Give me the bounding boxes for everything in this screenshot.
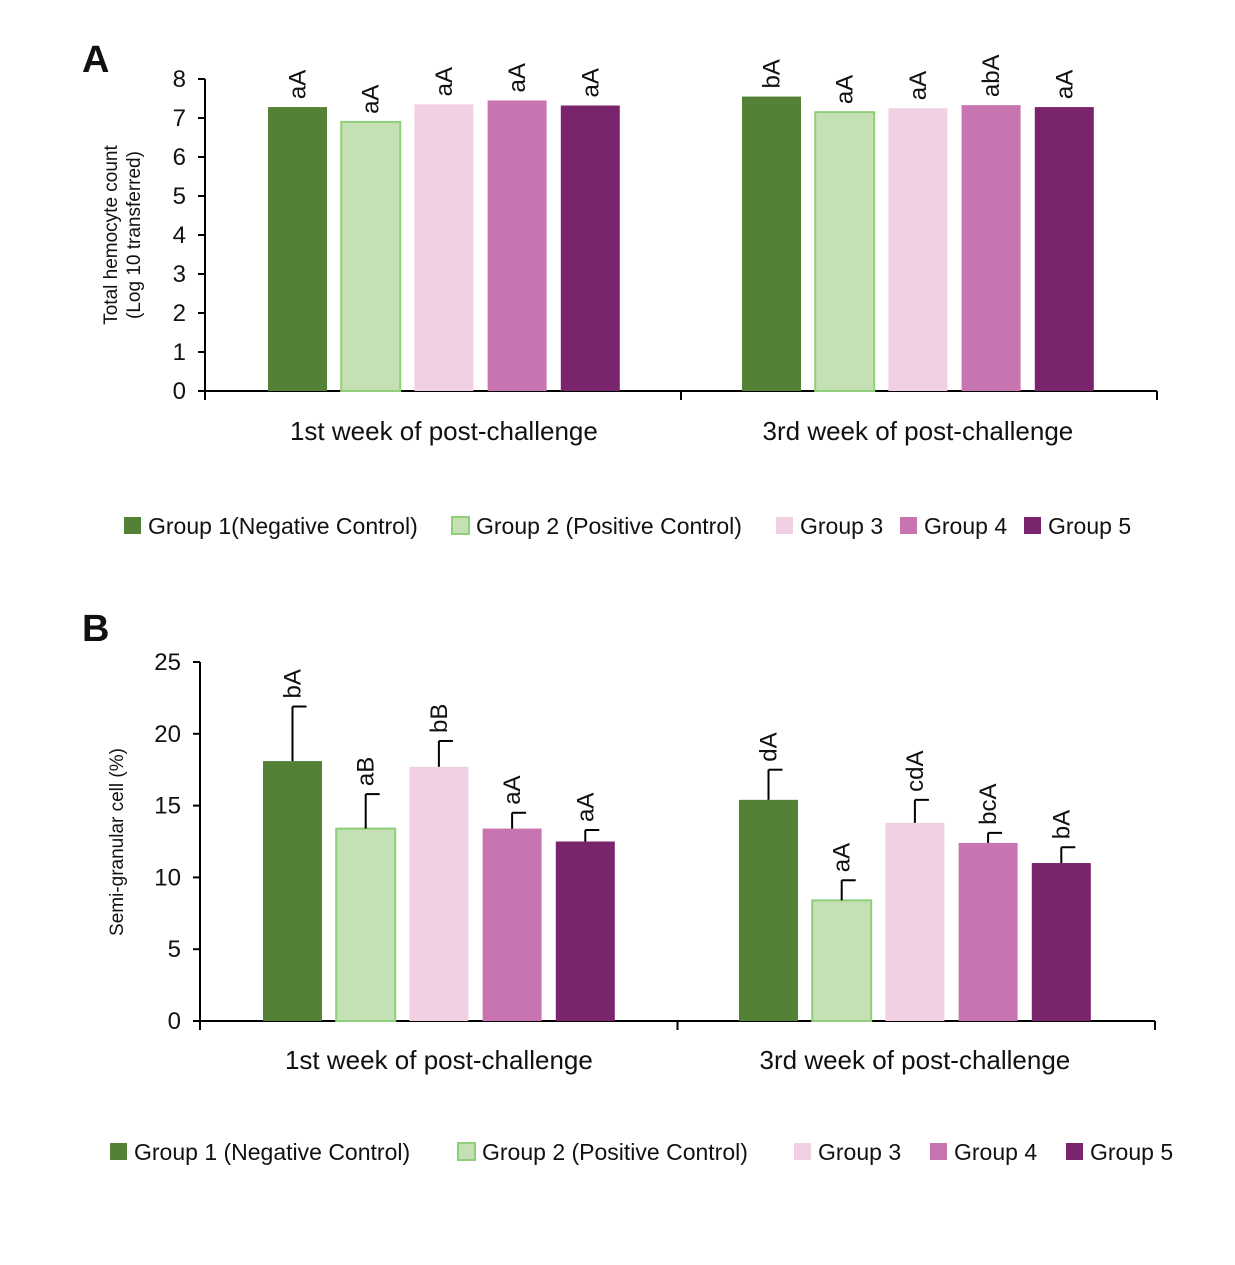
pa-bar-g5-c2 xyxy=(1034,107,1094,391)
pa-bar-g3-c1 xyxy=(414,104,474,391)
pa-legend-swatch-5 xyxy=(1024,517,1041,534)
pa-y-tick-label: 8 xyxy=(173,66,186,93)
pb-bar-g3-c1 xyxy=(409,766,469,1021)
pb-y-tick-label: 10 xyxy=(154,864,181,891)
panel-letter-b: B xyxy=(82,608,109,650)
pa-legend-label-1: Group 1(Negative Control) xyxy=(148,513,418,539)
pa-sig-label-g4-c1: aA xyxy=(504,63,531,92)
chart-panel-b: 0 5 10 15 20 25 Semi-granular cell (%) bA dA aB aA… xyxy=(107,649,1173,1165)
pb-category-label-2: 3rd week of post-challenge xyxy=(760,1045,1071,1075)
pb-legend-swatch-4 xyxy=(930,1143,947,1160)
pa-bar-g2-c2 xyxy=(814,111,876,393)
pa-y-axis-label-1: (Log 10 transferred) xyxy=(124,151,145,319)
pa-bar-g1-c2 xyxy=(742,96,801,392)
pb-sig-label-g5-c1: aA xyxy=(572,793,599,822)
pb-sig-label-g2-c1: aB xyxy=(353,757,380,786)
pb-bar-g2-c2 xyxy=(811,899,873,1022)
pa-bar-g4-c2 xyxy=(961,105,1021,391)
pa-sig-label-g3-c1: aA xyxy=(431,67,458,96)
pa-y-axis-label-0: Total hemocyte count xyxy=(101,145,122,325)
pb-legend-label-2: Group 2 (Positive Control) xyxy=(482,1139,748,1165)
pb-bar-g4-c1 xyxy=(482,828,542,1021)
pb-bar-g3-c2 xyxy=(885,822,945,1021)
pb-legend-swatch-2 xyxy=(457,1142,476,1161)
pa-bar-g3-c2 xyxy=(888,108,948,391)
pb-bar-g4-c2 xyxy=(958,842,1018,1021)
pb-y-tick-label: 15 xyxy=(154,793,181,820)
pa-y-tick-label: 4 xyxy=(173,222,186,249)
pb-sig-label-g3-c2: cdA xyxy=(902,750,929,791)
pb-sig-label-g4-c2: bcA xyxy=(975,784,1002,825)
pb-legend-label-1: Group 1 (Negative Control) xyxy=(134,1139,410,1165)
pa-sig-label-g5-c1: aA xyxy=(577,68,604,97)
pa-bar-g5-c1 xyxy=(560,105,620,392)
pa-category-label-1: 1st week of post-challenge xyxy=(290,416,598,446)
pb-bar-g2-c1 xyxy=(335,827,397,1022)
pb-sig-label-g3-c1: bB xyxy=(426,704,453,733)
pb-legend-label-4: Group 4 xyxy=(954,1139,1037,1165)
pb-y-tick-label: 25 xyxy=(154,649,181,676)
pb-category-label-1: 1st week of post-challenge xyxy=(285,1045,593,1075)
pa-bar-g4-c1 xyxy=(487,100,547,391)
pa-y-tick-label: 1 xyxy=(173,339,186,366)
pa-bar-g1-c1 xyxy=(268,107,327,391)
pa-sig-label-g2-c2: aA xyxy=(832,75,859,104)
pb-bar-g1-c2 xyxy=(739,799,798,1021)
chart-panel-a: 0 1 2 3 4 5 6 7 8 Total hemocyte count (Log 10 tra… xyxy=(101,54,1158,539)
pa-sig-label-g1-c2: bA xyxy=(759,59,786,88)
pa-category-label-2: 3rd week of post-challenge xyxy=(763,416,1074,446)
pa-y-tick-label: 7 xyxy=(173,105,186,132)
pa-sig-label-g1-c1: aA xyxy=(285,70,312,99)
pb-y-axis-label-0: Semi-granular cell (%) xyxy=(107,748,128,936)
pb-sig-label-g4-c1: aA xyxy=(499,775,526,804)
pb-legend-swatch-1 xyxy=(110,1143,127,1160)
pa-y-tick-label: 3 xyxy=(173,261,186,288)
pb-sig-label-g1-c1: bA xyxy=(280,669,307,698)
pb-legend-swatch-3 xyxy=(794,1143,811,1160)
pb-bar-g1-c1 xyxy=(263,761,322,1021)
pa-legend-swatch-1 xyxy=(124,517,141,534)
pa-sig-label-g4-c2: abA xyxy=(978,54,1005,97)
pa-legend-swatch-2 xyxy=(451,516,470,535)
pa-bar-g2-c1 xyxy=(340,120,402,393)
pa-y-tick-label: 0 xyxy=(173,378,186,405)
pa-legend-label-2: Group 2 (Positive Control) xyxy=(476,513,742,539)
pb-sig-label-g2-c2: aA xyxy=(829,843,856,872)
pa-sig-label-g3-c2: aA xyxy=(905,71,932,100)
pb-bar-g5-c2 xyxy=(1031,863,1091,1021)
pa-y-tick-label: 5 xyxy=(173,183,186,210)
pb-legend-label-3: Group 3 xyxy=(818,1139,901,1165)
pa-y-tick-label: 2 xyxy=(173,300,186,327)
pb-sig-label-g1-c2: dA xyxy=(756,732,783,761)
pa-y-tick-label: 6 xyxy=(173,144,186,171)
pb-y-tick-label: 5 xyxy=(168,936,181,963)
pa-legend-swatch-4 xyxy=(900,517,917,534)
pa-legend-label-3: Group 3 xyxy=(800,513,883,539)
panel-letter-a: A xyxy=(82,39,109,81)
pb-legend-swatch-5 xyxy=(1066,1143,1083,1160)
pb-legend-label-5: Group 5 xyxy=(1090,1139,1173,1165)
pa-sig-label-g5-c2: aA xyxy=(1051,70,1078,99)
pb-bar-g5-c1 xyxy=(555,841,615,1021)
pa-legend-label-5: Group 5 xyxy=(1048,513,1131,539)
pb-y-tick-label: 0 xyxy=(168,1008,181,1035)
pa-legend-label-4: Group 4 xyxy=(924,513,1007,539)
pb-sig-label-g5-c2: bA xyxy=(1048,810,1075,839)
pa-sig-label-g2-c1: aA xyxy=(358,85,385,114)
pa-legend-swatch-3 xyxy=(776,517,793,534)
pb-y-tick-label: 20 xyxy=(154,721,181,748)
